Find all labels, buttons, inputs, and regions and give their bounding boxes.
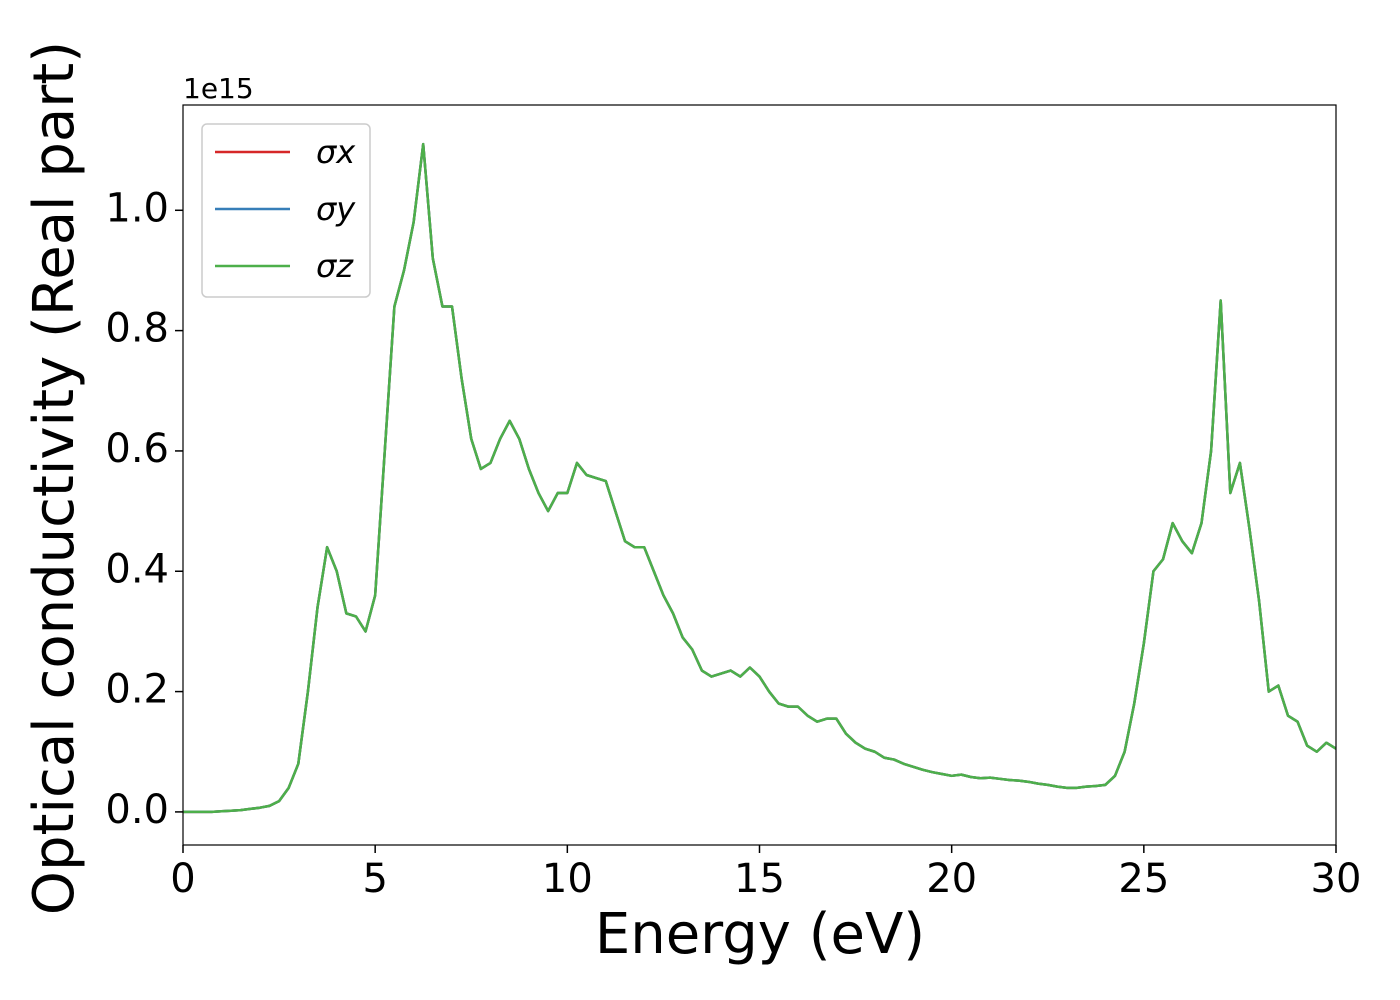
y-tick-label: 0.4 bbox=[105, 546, 169, 592]
x-tick-label: 0 bbox=[170, 856, 195, 902]
legend-label: σx bbox=[316, 133, 356, 171]
x-tick-label: 20 bbox=[926, 856, 977, 902]
x-tick-label: 25 bbox=[1118, 856, 1169, 902]
x-tick-label: 30 bbox=[1311, 856, 1362, 902]
y-offset-label: 1e15 bbox=[183, 72, 254, 105]
x-tick-label: 5 bbox=[362, 856, 387, 902]
x-axis-label: Energy (eV) bbox=[595, 902, 925, 967]
y-axis-label: Optical conductivity (Real part) bbox=[22, 41, 87, 915]
x-tick-label: 10 bbox=[542, 856, 593, 902]
legend-box bbox=[201, 123, 371, 298]
legend-label: σz bbox=[316, 247, 354, 285]
y-tick-label: 1.0 bbox=[105, 185, 169, 231]
x-tick-label: 15 bbox=[734, 856, 785, 902]
series-line bbox=[183, 142, 1336, 814]
y-tick-label: 0.8 bbox=[105, 306, 169, 352]
y-tick-label: 0.0 bbox=[105, 787, 169, 833]
y-tick-label: 0.6 bbox=[105, 426, 169, 472]
y-tick-label: 0.2 bbox=[105, 667, 169, 713]
plot-frame bbox=[182, 104, 1337, 846]
legend-label: σy bbox=[316, 190, 356, 228]
